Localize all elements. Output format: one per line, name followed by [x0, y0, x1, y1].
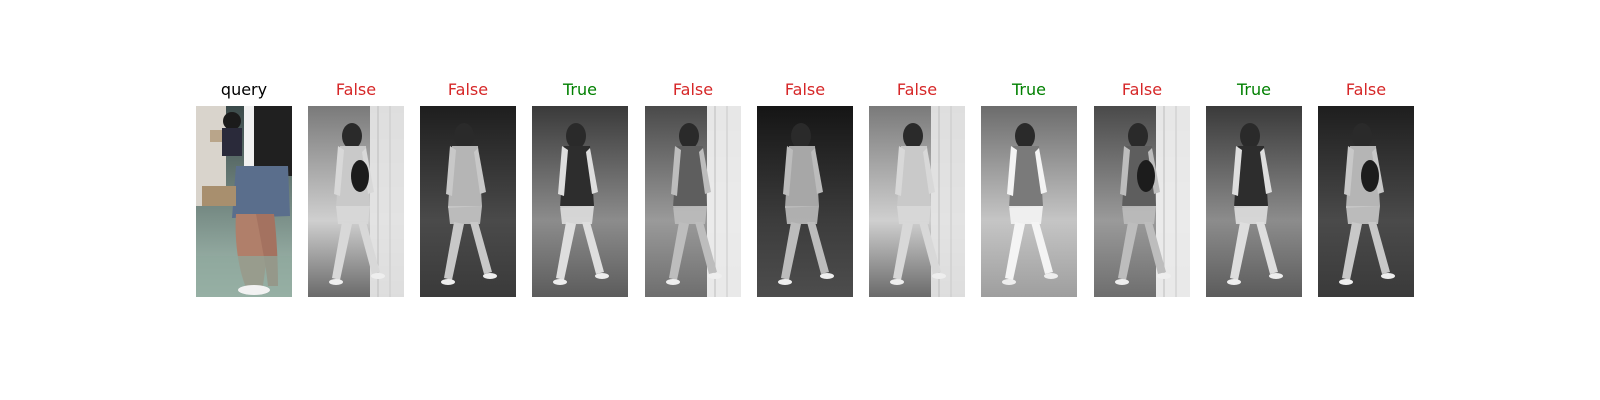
query-panel: query [196, 0, 292, 400]
match-caption-4: False [672, 80, 714, 99]
gallery-panel-10: False [1318, 0, 1414, 400]
gallery-image-1 [308, 106, 404, 297]
gallery-image-7 [981, 106, 1077, 297]
gallery-image-5 [757, 106, 853, 297]
gallery-image-6 [869, 106, 965, 297]
query-image [196, 106, 292, 297]
gallery-panel-2: False [420, 0, 516, 400]
query-caption: query [220, 80, 268, 99]
match-caption-3: True [563, 80, 597, 99]
gallery-image-2 [420, 106, 516, 297]
gallery-image-3 [532, 106, 628, 297]
match-caption-10: False [1345, 80, 1387, 99]
gallery-panel-5: False [757, 0, 853, 400]
gallery-panel-4: False [645, 0, 741, 400]
gallery-panel-6: False [869, 0, 965, 400]
match-caption-6: False [896, 80, 938, 99]
match-caption-2: False [447, 80, 489, 99]
gallery-image-4 [645, 106, 741, 297]
match-caption-8: False [1121, 80, 1163, 99]
gallery-panel-7: True [981, 0, 1077, 400]
gallery-image-10 [1318, 106, 1414, 297]
gallery-image-9 [1206, 106, 1302, 297]
match-caption-1: False [335, 80, 377, 99]
match-caption-5: False [784, 80, 826, 99]
gallery-panel-9: True [1206, 0, 1302, 400]
gallery-panel-8: False [1094, 0, 1190, 400]
match-caption-9: True [1237, 80, 1271, 99]
gallery-image-8 [1094, 106, 1190, 297]
gallery-panel-1: False [308, 0, 404, 400]
match-caption-7: True [1012, 80, 1046, 99]
gallery-panel-3: True [532, 0, 628, 400]
